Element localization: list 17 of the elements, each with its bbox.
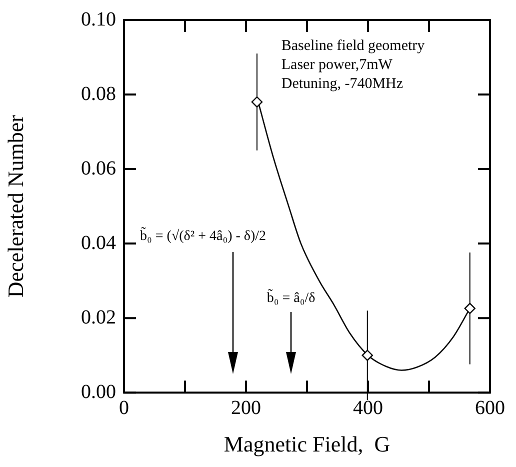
x-tick-label: 200 [231,396,261,419]
annotation: Laser power,7mW [281,57,394,73]
x-axis-title: Magnetic Field, G [224,432,390,457]
y-axis-title: Decelerated Number [2,114,28,298]
annotation: b̃₀ = (√(δ² + 4â₀) - δ)/2 [140,226,266,244]
x-tick-label: 0 [119,396,129,419]
x-tick-label: 400 [353,396,383,419]
annotation: Detuning, -740MHz [281,76,404,92]
annotation: Baseline field geometry [281,38,426,54]
y-tick-label: 0.10 [81,8,116,30]
y-tick-label: 0.08 [81,82,116,105]
y-tick-label: 0.00 [81,380,116,403]
y-tick-label: 0.04 [81,232,116,254]
annotation: b̃₀ = â₀/δ [266,288,316,306]
y-tick-label: 0.02 [81,306,116,328]
x-tick-label: 600 [475,396,505,419]
y-tick-label: 0.06 [81,157,116,180]
